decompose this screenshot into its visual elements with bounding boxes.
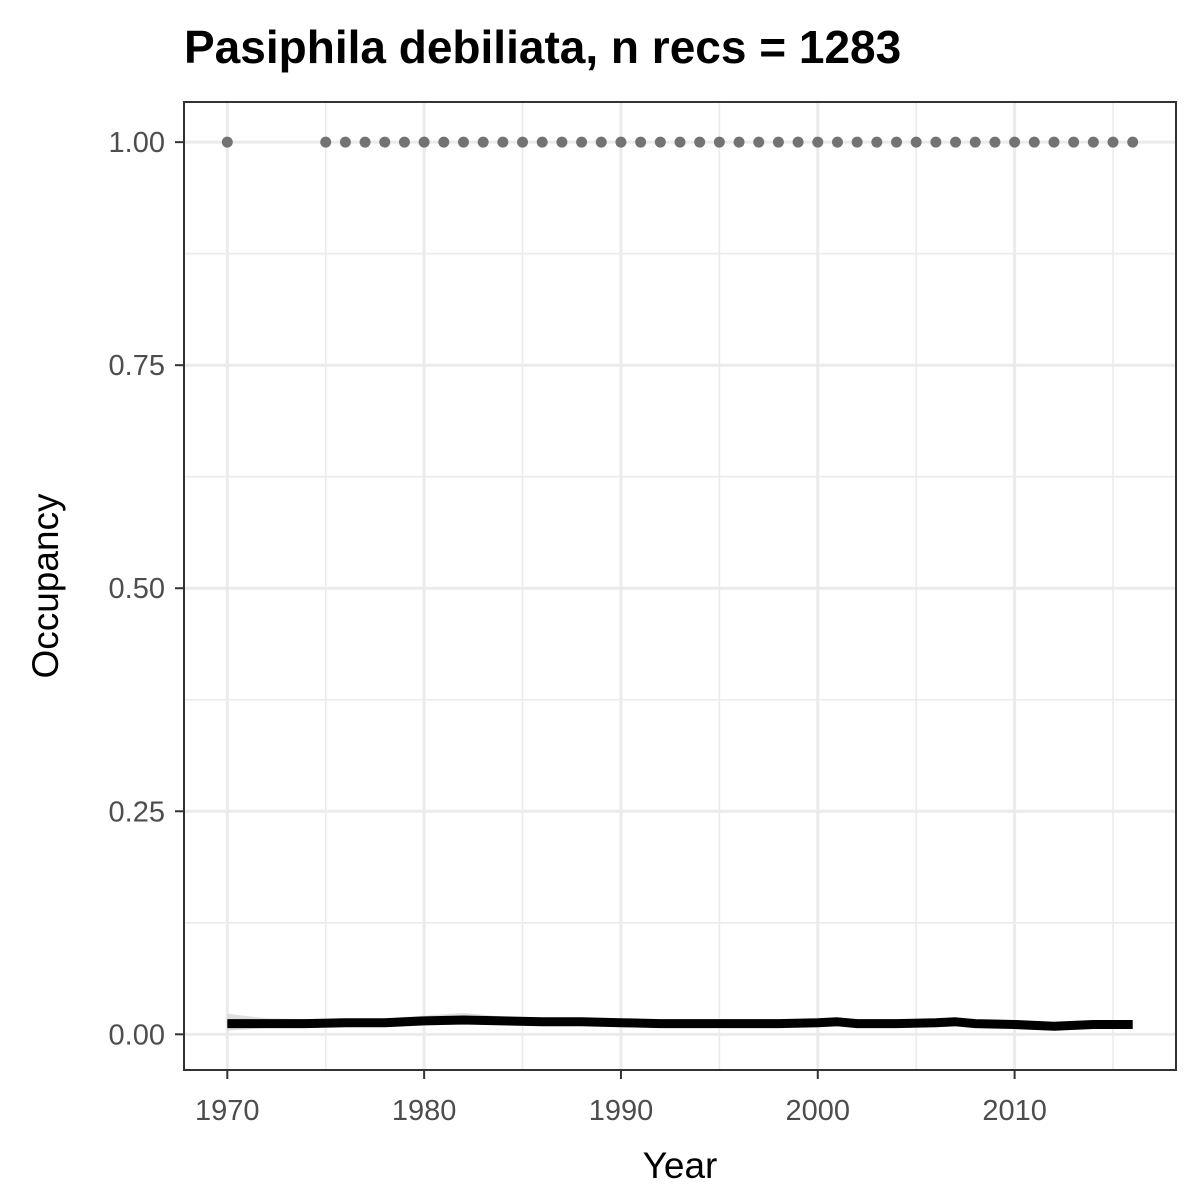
data-point (1009, 136, 1021, 148)
data-point (1127, 136, 1139, 148)
data-point (1068, 136, 1080, 148)
panel-border (183, 101, 1177, 1071)
y-tick-label: 1.00 (109, 127, 165, 159)
y-tick-label: 0.75 (109, 350, 165, 382)
data-point (871, 136, 883, 148)
data-point (339, 136, 351, 148)
data-point (989, 136, 1001, 148)
data-point (1028, 136, 1040, 148)
data-point (635, 136, 647, 148)
y-tick-label: 0.00 (109, 1019, 165, 1051)
y-axis-title: Occupancy (25, 493, 66, 679)
trend-line-layer (227, 1015, 1133, 1031)
data-point (753, 136, 765, 148)
data-point (713, 136, 725, 148)
data-point (595, 136, 607, 148)
data-point (772, 136, 784, 148)
data-point (792, 136, 804, 148)
data-point (654, 136, 666, 148)
data-point (831, 136, 843, 148)
x-tick-label: 1990 (589, 1095, 654, 1127)
x-axis: 1970 1980 1990 2000 2010 (195, 1070, 1047, 1127)
data-point (615, 136, 627, 148)
data-point (418, 136, 430, 148)
data-point (891, 136, 903, 148)
data-point (950, 136, 962, 148)
chart-title: Pasiphila debiliata, n recs = 1283 (184, 21, 901, 73)
data-point (497, 136, 509, 148)
occupancy-trend-line (227, 1015, 1133, 1031)
data-point (812, 136, 824, 148)
y-tick-label: 0.50 (109, 573, 165, 605)
data-point (1107, 136, 1119, 148)
data-point (576, 136, 588, 148)
data-point (398, 136, 410, 148)
data-point (930, 136, 942, 148)
data-point (457, 136, 469, 148)
x-tick-label: 2000 (786, 1095, 851, 1127)
data-point (517, 136, 529, 148)
data-point (694, 136, 706, 148)
y-tick-label: 0.25 (109, 796, 165, 828)
x-tick-label: 1980 (392, 1095, 457, 1127)
data-point (1048, 136, 1060, 148)
data-point (477, 136, 489, 148)
data-point (536, 136, 548, 148)
data-point (221, 136, 233, 148)
data-point (969, 136, 981, 148)
data-point (674, 136, 686, 148)
x-tick-label: 1970 (195, 1095, 260, 1127)
y-axis: 0.00 0.25 0.50 0.75 1.00 (109, 127, 184, 1051)
data-point (1087, 136, 1099, 148)
data-point (910, 136, 922, 148)
x-axis-title: Year (643, 1145, 718, 1186)
data-point (359, 136, 371, 148)
data-point (320, 136, 332, 148)
data-point (379, 136, 391, 148)
points-layer (221, 136, 1139, 148)
data-point (438, 136, 450, 148)
data-point (556, 136, 568, 148)
grid-minor (184, 102, 1176, 1070)
data-point (851, 136, 863, 148)
data-point (733, 136, 745, 148)
x-tick-label: 2010 (982, 1095, 1047, 1127)
